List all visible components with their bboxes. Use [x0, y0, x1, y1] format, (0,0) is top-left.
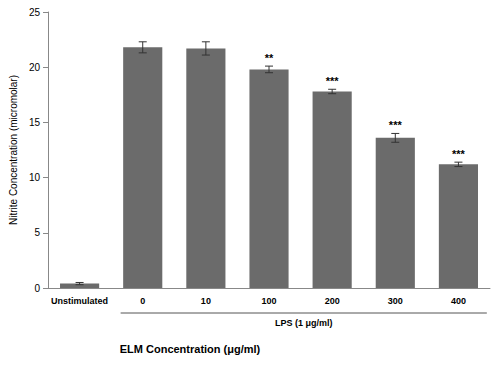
- svg-text:300: 300: [388, 296, 403, 306]
- svg-text:***: ***: [452, 148, 466, 160]
- svg-text:200: 200: [325, 296, 340, 306]
- svg-text:0: 0: [34, 283, 40, 294]
- svg-text:0: 0: [140, 296, 145, 306]
- svg-text:5: 5: [34, 227, 40, 238]
- svg-text:***: ***: [389, 119, 403, 131]
- svg-text:25: 25: [29, 7, 41, 18]
- svg-text:20: 20: [29, 62, 41, 73]
- svg-text:10: 10: [29, 172, 41, 183]
- svg-text:10: 10: [201, 296, 211, 306]
- svg-text:100: 100: [261, 296, 276, 306]
- svg-text:***: ***: [326, 75, 340, 87]
- svg-text:ELM Concentration (μg/ml): ELM Concentration (μg/ml): [120, 343, 261, 355]
- svg-text:LPS (1 μg/ml): LPS (1 μg/ml): [275, 318, 333, 328]
- svg-text:Unstimulated: Unstimulated: [51, 296, 108, 306]
- svg-text:Nitrite Concentration (micromo: Nitrite Concentration (micromolar): [8, 75, 19, 225]
- svg-text:15: 15: [29, 117, 41, 128]
- svg-text:400: 400: [451, 296, 466, 306]
- svg-text:**: **: [265, 52, 274, 64]
